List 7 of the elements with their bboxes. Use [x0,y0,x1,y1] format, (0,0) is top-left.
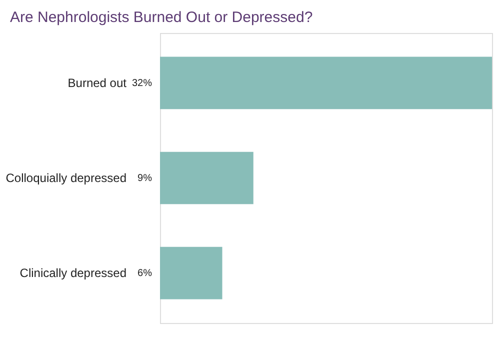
y-tick-label: Burned out [68,76,128,90]
y-tick-label: Clinically depressed [20,266,126,280]
data-label: 6% [138,268,152,280]
data-label: 32% [132,78,152,89]
chart-title: Are Nephrologists Burned Out or Depressed? [10,9,313,26]
data-label: 9% [138,173,152,184]
y-tick-label: Colloquially depressed [6,171,126,185]
